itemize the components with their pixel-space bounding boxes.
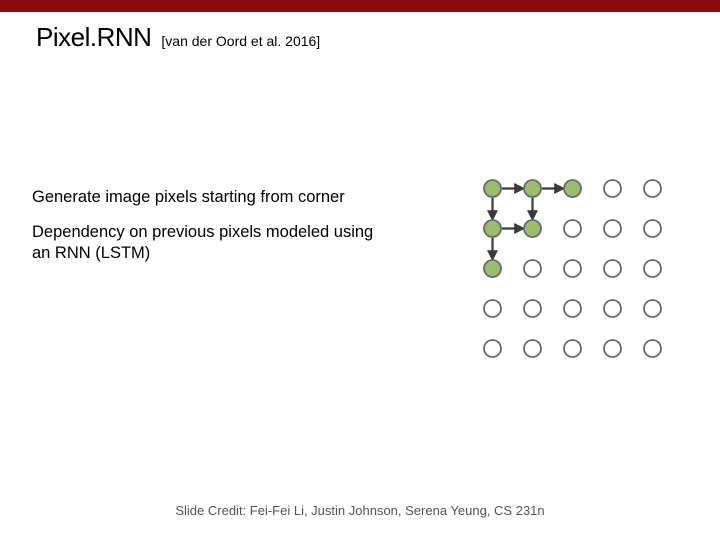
pixel-grid-diagram — [480, 176, 665, 361]
pixel-node-pending — [644, 340, 661, 357]
pixel-node-pending — [604, 260, 621, 277]
pixel-grid-svg — [480, 176, 665, 361]
pixel-node-pending — [484, 340, 501, 357]
pixel-node-pending — [564, 260, 581, 277]
pixel-node-generated — [524, 220, 541, 237]
pixel-node-pending — [644, 220, 661, 237]
top-accent-bar — [0, 0, 720, 12]
pixel-node-pending — [604, 180, 621, 197]
pixel-node-pending — [524, 260, 541, 277]
pixel-node-pending — [644, 300, 661, 317]
pixel-node-generated — [564, 180, 581, 197]
pixel-node-pending — [644, 180, 661, 197]
pixel-node-pending — [484, 300, 501, 317]
pixel-node-pending — [604, 340, 621, 357]
pixel-node-generated — [484, 220, 501, 237]
citation: [van der Oord et al. 2016] — [161, 33, 320, 49]
slide-credit: Slide Credit: Fei-Fei Li, Justin Johnson… — [0, 503, 720, 518]
pixel-node-pending — [604, 300, 621, 317]
slide-title: Pixel.RNN — [36, 22, 151, 53]
body-line-1: Generate image pixels starting from corn… — [32, 187, 345, 208]
pixel-node-pending — [644, 260, 661, 277]
pixel-node-pending — [564, 300, 581, 317]
pixel-node-pending — [524, 300, 541, 317]
pixel-node-pending — [604, 220, 621, 237]
pixel-node-pending — [524, 340, 541, 357]
pixel-node-generated — [524, 180, 541, 197]
body-line-2: Dependency on previous pixels modeled us… — [32, 222, 392, 263]
pixel-node-generated — [484, 260, 501, 277]
pixel-node-pending — [564, 340, 581, 357]
title-row: Pixel.RNN [van der Oord et al. 2016] — [36, 22, 320, 53]
pixel-node-generated — [484, 180, 501, 197]
pixel-node-pending — [564, 220, 581, 237]
